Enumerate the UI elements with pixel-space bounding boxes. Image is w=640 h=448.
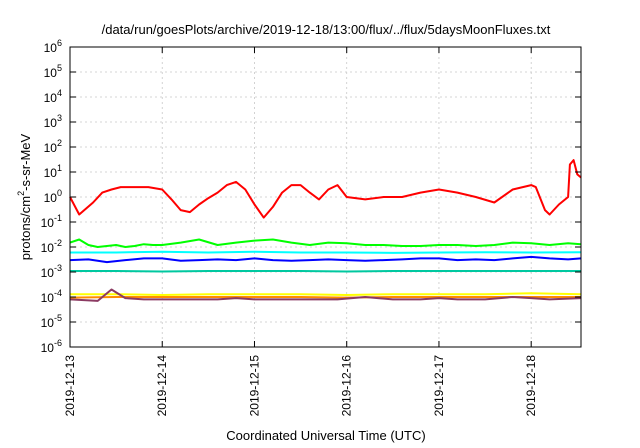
x-tick-label: 2019-12-17 [432,355,446,417]
series-line-1 [69,238,582,248]
y-tick-label: 106 [44,38,62,55]
x-axis: 2019-12-13 2019-12-14 2019-12-15 2019-12-16… [63,47,538,416]
y-tick-label: 104 [44,88,62,105]
y-tick-label: 103 [44,113,62,130]
y-tick-label: 10-2 [41,238,62,255]
x-tick-label: 2019-12-16 [340,355,354,417]
x-axis-label: Coordinated Universal Time (UTC) [226,428,425,443]
series-line-6 [69,296,581,299]
series-line-4 [70,270,581,273]
y-tick-label: 101 [44,163,62,180]
y-tick-label: 102 [44,138,62,155]
series-line-3 [69,255,582,264]
x-tick-label: 2019-12-15 [247,355,261,417]
series-line-7 [69,288,582,302]
y-tick-label: 10-1 [41,213,62,230]
y-tick-label: 105 [44,63,62,80]
x-tick-label: 2019-12-18 [524,355,538,417]
series-line-5 [70,292,582,296]
y-axis-label: protons/cm2-s-sr-MeV [16,133,33,260]
x-tick-label: 2019-12-13 [63,355,77,417]
series-line-2 [70,250,582,254]
y-tick-label: 10-4 [41,288,62,305]
chart-title: /data/run/goesPlots/archive/2019-12-18/1… [102,22,551,37]
x-tick-label: 2019-12-14 [155,355,169,417]
y-axis: 10-6 10-5 10-4 10-3 10-2 10-1 100 101 102 103 104 1… [41,38,581,355]
y-tick-label: 10-3 [41,263,62,280]
y-tick-label: 10-6 [41,338,62,355]
series-line-0 [69,159,582,219]
series-group [69,159,582,302]
y-tick-label: 100 [44,188,62,205]
y-tick-label: 10-5 [41,313,62,330]
grid [69,46,581,348]
